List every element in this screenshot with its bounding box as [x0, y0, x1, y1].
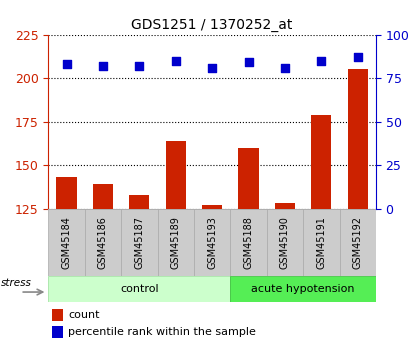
Point — [281, 65, 288, 70]
Bar — [230, 209, 267, 276]
Bar — [57, 177, 76, 209]
Text: GSM45191: GSM45191 — [316, 216, 326, 269]
Bar — [121, 209, 158, 276]
Text: stress: stress — [1, 278, 32, 288]
Bar — [129, 195, 150, 209]
Text: GSM45184: GSM45184 — [61, 216, 71, 269]
Text: percentile rank within the sample: percentile rank within the sample — [68, 327, 256, 337]
Point — [318, 58, 325, 63]
Point — [245, 60, 252, 65]
Point — [136, 63, 143, 69]
Bar — [230, 276, 376, 302]
Bar — [48, 276, 230, 302]
Bar — [239, 148, 259, 209]
Text: GSM45190: GSM45190 — [280, 216, 290, 269]
Bar — [165, 141, 186, 209]
Point — [354, 55, 361, 60]
Bar — [275, 204, 295, 209]
Title: GDS1251 / 1370252_at: GDS1251 / 1370252_at — [131, 18, 293, 32]
Text: GSM45188: GSM45188 — [244, 216, 254, 269]
Bar — [52, 309, 63, 321]
Text: control: control — [120, 284, 159, 294]
Bar — [52, 326, 63, 338]
Text: GSM45186: GSM45186 — [98, 216, 108, 269]
Bar — [339, 209, 376, 276]
Bar — [303, 209, 339, 276]
Bar — [85, 209, 121, 276]
Bar — [267, 209, 303, 276]
Text: acute hypotension: acute hypotension — [251, 284, 355, 294]
Text: GSM45187: GSM45187 — [134, 216, 144, 269]
Bar — [93, 184, 113, 209]
Point — [100, 63, 106, 69]
Text: GSM45192: GSM45192 — [353, 216, 363, 269]
Bar — [158, 209, 194, 276]
Bar — [48, 209, 85, 276]
Bar — [348, 69, 368, 209]
Bar — [311, 115, 331, 209]
Point — [172, 58, 179, 63]
Text: count: count — [68, 310, 100, 320]
Point — [209, 65, 215, 70]
Bar — [194, 209, 230, 276]
Point — [63, 61, 70, 67]
Bar — [202, 205, 222, 209]
Text: GSM45189: GSM45189 — [171, 216, 181, 269]
Text: GSM45193: GSM45193 — [207, 216, 217, 269]
